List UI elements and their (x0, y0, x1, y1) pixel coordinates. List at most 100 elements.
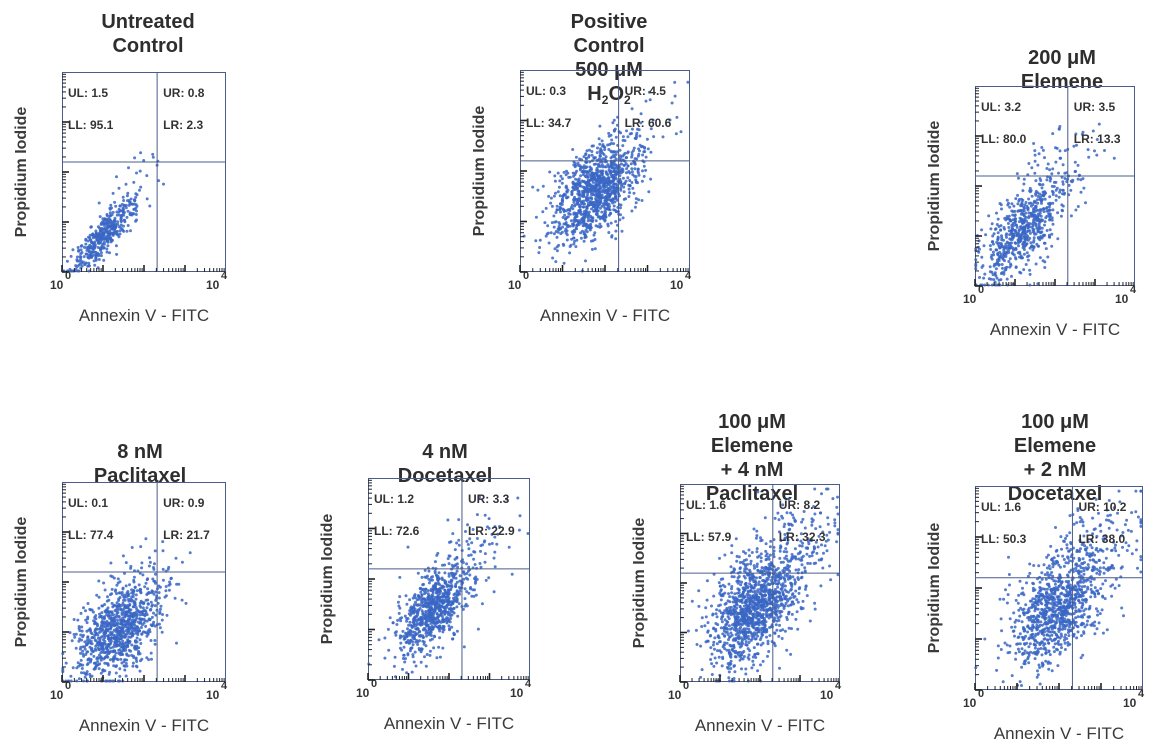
data-point (445, 594, 449, 598)
y-axis-label: Propidium Iodide (471, 105, 488, 237)
data-point (105, 654, 109, 657)
data-point (614, 220, 618, 223)
data-point (996, 237, 1000, 241)
data-point (142, 602, 145, 606)
data-point (595, 209, 599, 213)
data-point (112, 624, 116, 627)
data-point (83, 645, 87, 649)
data-point (445, 621, 449, 625)
data-point (451, 601, 455, 605)
data-point (598, 222, 602, 226)
data-point (83, 640, 87, 644)
data-point (421, 611, 425, 615)
data-point (600, 204, 604, 208)
quadrant-ll-value: 77.4 (90, 528, 114, 542)
data-point (798, 544, 802, 548)
data-point (447, 574, 451, 578)
data-point (1072, 144, 1076, 148)
data-point (470, 594, 474, 598)
data-point (1050, 172, 1054, 176)
data-point (438, 655, 442, 659)
data-point (526, 532, 530, 535)
data-point (1043, 266, 1047, 269)
data-point (124, 648, 128, 652)
data-point (1069, 214, 1073, 218)
data-point (451, 532, 455, 536)
data-point (546, 231, 550, 235)
data-point (79, 611, 83, 615)
data-point (121, 601, 125, 605)
data-point (630, 127, 634, 131)
data-point (585, 223, 589, 227)
data-point (1035, 242, 1039, 246)
data-point (108, 237, 112, 241)
data-point (428, 649, 432, 653)
data-point (426, 592, 430, 596)
data-point (1063, 149, 1067, 153)
data-point (578, 193, 582, 197)
data-point (1041, 183, 1045, 187)
data-point (1005, 277, 1009, 281)
data-point (578, 157, 582, 161)
data-point (144, 581, 148, 585)
data-point (127, 641, 131, 645)
data-point (93, 638, 97, 642)
data-point (537, 251, 541, 255)
data-point (101, 647, 105, 651)
data-point (586, 198, 590, 202)
data-point (438, 636, 442, 640)
data-points (974, 122, 1116, 287)
data-point (132, 618, 136, 622)
y-axis-label: Propidium Iodide (13, 106, 30, 238)
data-point (630, 209, 634, 213)
data-point (699, 675, 703, 679)
data-point (571, 180, 575, 184)
data-point (423, 655, 426, 659)
data-point (813, 512, 817, 516)
data-point (133, 585, 137, 589)
data-point (997, 257, 1001, 261)
data-point (774, 604, 778, 607)
data-point (633, 162, 637, 166)
data-point (712, 594, 716, 598)
panel-4nm-docetaxel: 4 nM Docetaxel Propidium Iodide UL: 1.2 … (0, 0, 531, 733)
data-point (433, 618, 437, 622)
data-point (136, 631, 140, 635)
data-point (133, 156, 137, 160)
data-point (450, 625, 454, 629)
data-point (999, 278, 1003, 282)
data-point (729, 565, 733, 569)
data-point (599, 200, 603, 204)
x-axis-label: Annexin V - FITC (78, 306, 210, 325)
data-point (630, 153, 634, 157)
data-point (121, 639, 125, 643)
data-point (392, 664, 396, 668)
quadrant-ul-value: 1.5 (91, 86, 109, 100)
data-point (91, 241, 95, 245)
data-point (1048, 195, 1052, 199)
data-point (493, 525, 497, 529)
data-point (94, 627, 98, 631)
data-point (128, 617, 132, 621)
data-point (105, 646, 108, 650)
data-point (452, 607, 456, 611)
data-point (154, 613, 158, 617)
data-point (413, 618, 417, 622)
data-point (555, 208, 559, 212)
data-point (424, 591, 428, 594)
data-point (614, 229, 618, 233)
data-point (103, 617, 106, 621)
data-point (615, 164, 619, 168)
data-point (1010, 241, 1013, 245)
data-point (148, 556, 151, 560)
data-point (602, 145, 606, 148)
data-point (86, 662, 90, 665)
data-point (590, 247, 594, 251)
data-point (1037, 152, 1041, 156)
data-point (638, 134, 642, 138)
data-point (591, 220, 594, 223)
data-point (747, 641, 751, 644)
data-point (103, 217, 107, 221)
data-point (117, 207, 121, 211)
data-point (471, 588, 475, 592)
